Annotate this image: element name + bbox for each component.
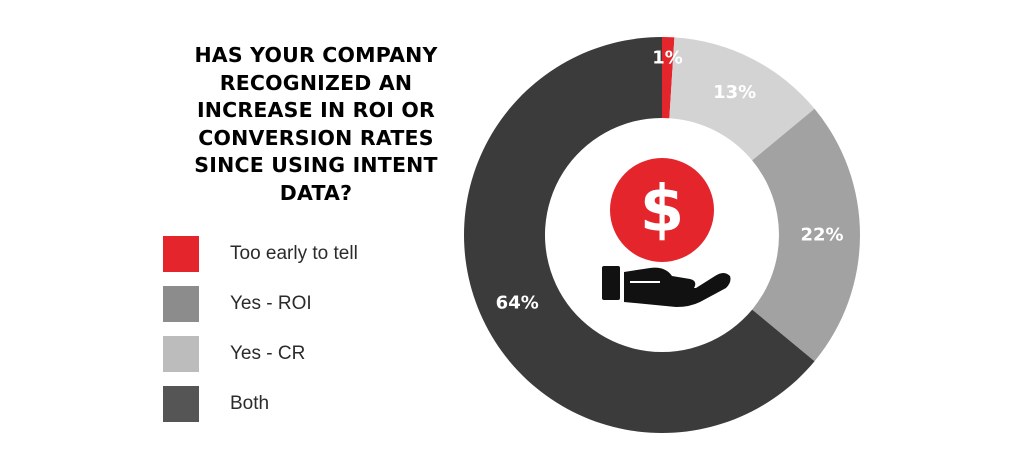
- donut-slice-too-early-to-tell: [662, 37, 675, 119]
- open-hand-icon: [602, 266, 731, 307]
- slice-label-yes-roi: 22%: [800, 225, 843, 246]
- slice-label-too-early-to-tell: 1%: [652, 48, 683, 69]
- legend-item-too-early: Too early to tell: [163, 236, 358, 272]
- legend-item-yes-roi: Yes - ROI: [163, 286, 358, 322]
- legend-item-both: Both: [163, 386, 358, 422]
- legend-swatch-yes-roi: [163, 286, 199, 322]
- legend-label-both: Both: [230, 393, 270, 414]
- donut-slices: [464, 37, 860, 433]
- legend-swatch-both: [163, 386, 199, 422]
- legend-swatch-yes-cr: [163, 336, 199, 372]
- donut-slice-both: [464, 37, 815, 433]
- slice-label-both: 64%: [496, 293, 539, 314]
- slice-label-yes-cr: 13%: [713, 82, 756, 103]
- chart-title: HAS YOUR COMPANY RECOGNIZED AN INCREASE …: [194, 43, 438, 205]
- donut-slice-yes-roi: [752, 108, 860, 362]
- legend-item-yes-cr: Yes - CR: [163, 336, 358, 372]
- dollar-sign-icon: $: [640, 173, 685, 247]
- donut-labels: 1% 13% 22% 64%: [496, 48, 844, 314]
- legend-label-yes-roi: Yes - ROI: [230, 293, 312, 314]
- legend-swatch-too-early: [163, 236, 199, 272]
- chart-legend: Too early to tell Yes - ROI Yes - CR Bot…: [163, 236, 358, 436]
- coin-icon: [610, 158, 714, 262]
- legend-label-too-early: Too early to tell: [230, 243, 358, 264]
- donut-slice-yes-cr: [669, 37, 815, 161]
- legend-label-yes-cr: Yes - CR: [230, 343, 306, 364]
- dollar-coin-hand-icon: $: [602, 158, 731, 307]
